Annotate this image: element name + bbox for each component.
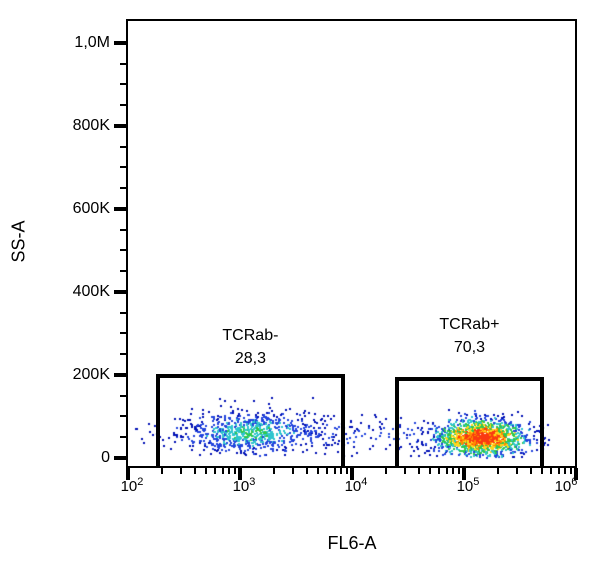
x-axis-major-tick bbox=[574, 468, 578, 480]
x-axis-minor-tick bbox=[445, 468, 448, 474]
x-axis-minor-tick bbox=[384, 468, 387, 474]
x-axis-major-tick bbox=[126, 468, 130, 480]
x-axis-minor-tick bbox=[180, 468, 183, 474]
plot-area bbox=[126, 19, 577, 468]
x-axis-minor-tick bbox=[233, 468, 236, 474]
y-axis-tick-label: 200K bbox=[72, 365, 110, 383]
x-axis-minor-tick bbox=[194, 468, 197, 474]
x-axis-minor-tick bbox=[326, 468, 329, 474]
x-axis-major-tick bbox=[350, 468, 354, 480]
x-axis-minor-tick bbox=[438, 468, 441, 474]
x-axis-minor-tick bbox=[418, 468, 421, 474]
x-axis-minor-tick bbox=[317, 468, 320, 474]
x-axis-tick-label: 103 bbox=[232, 476, 256, 495]
x-axis-minor-tick bbox=[550, 468, 553, 474]
y-axis-tick-label: 1,0M bbox=[74, 33, 110, 51]
x-axis-tick-label: 106 bbox=[554, 476, 578, 495]
x-axis-minor-tick bbox=[160, 468, 163, 474]
x-axis-minor-tick bbox=[429, 468, 432, 474]
x-axis-minor-tick bbox=[306, 468, 309, 474]
y-axis-tick-label: 800K bbox=[72, 116, 110, 134]
y-axis-tick-label: 0 bbox=[101, 448, 110, 466]
x-axis-minor-tick bbox=[345, 468, 348, 474]
x-axis-minor-tick bbox=[221, 468, 224, 474]
x-axis-major-tick bbox=[238, 468, 242, 480]
x-axis-minor-tick bbox=[457, 468, 460, 474]
x-axis-minor-tick bbox=[404, 468, 407, 474]
x-axis-minor-tick bbox=[541, 468, 544, 474]
x-axis-minor-tick bbox=[516, 468, 519, 474]
y-axis-tick-label: 400K bbox=[72, 282, 110, 300]
x-axis-minor-tick bbox=[214, 468, 217, 474]
x-axis-minor-tick bbox=[452, 468, 455, 474]
x-axis-tick-label: 104 bbox=[344, 476, 368, 495]
x-axis-title: FL6-A bbox=[327, 533, 377, 553]
x-axis-minor-tick bbox=[496, 468, 499, 474]
x-axis-minor-tick bbox=[333, 468, 336, 474]
x-axis-minor-tick bbox=[228, 468, 231, 474]
x-axis-minor-tick bbox=[530, 468, 533, 474]
y-axis-tick-label: 600K bbox=[72, 199, 110, 217]
y-axis-title: SS-A bbox=[8, 220, 29, 263]
x-axis-minor-tick bbox=[292, 468, 295, 474]
x-axis-tick-label: 102 bbox=[120, 476, 144, 495]
x-axis-minor-tick bbox=[557, 468, 560, 474]
density-dot-canvas bbox=[128, 21, 576, 467]
x-axis-minor-tick bbox=[564, 468, 567, 474]
x-axis-major-tick bbox=[462, 468, 466, 480]
x-axis-minor-tick bbox=[340, 468, 343, 474]
x-axis-minor-tick bbox=[205, 468, 208, 474]
x-axis-minor-tick bbox=[569, 468, 572, 474]
x-axis-minor-tick bbox=[272, 468, 275, 474]
x-axis-tick-label: 105 bbox=[456, 476, 480, 495]
